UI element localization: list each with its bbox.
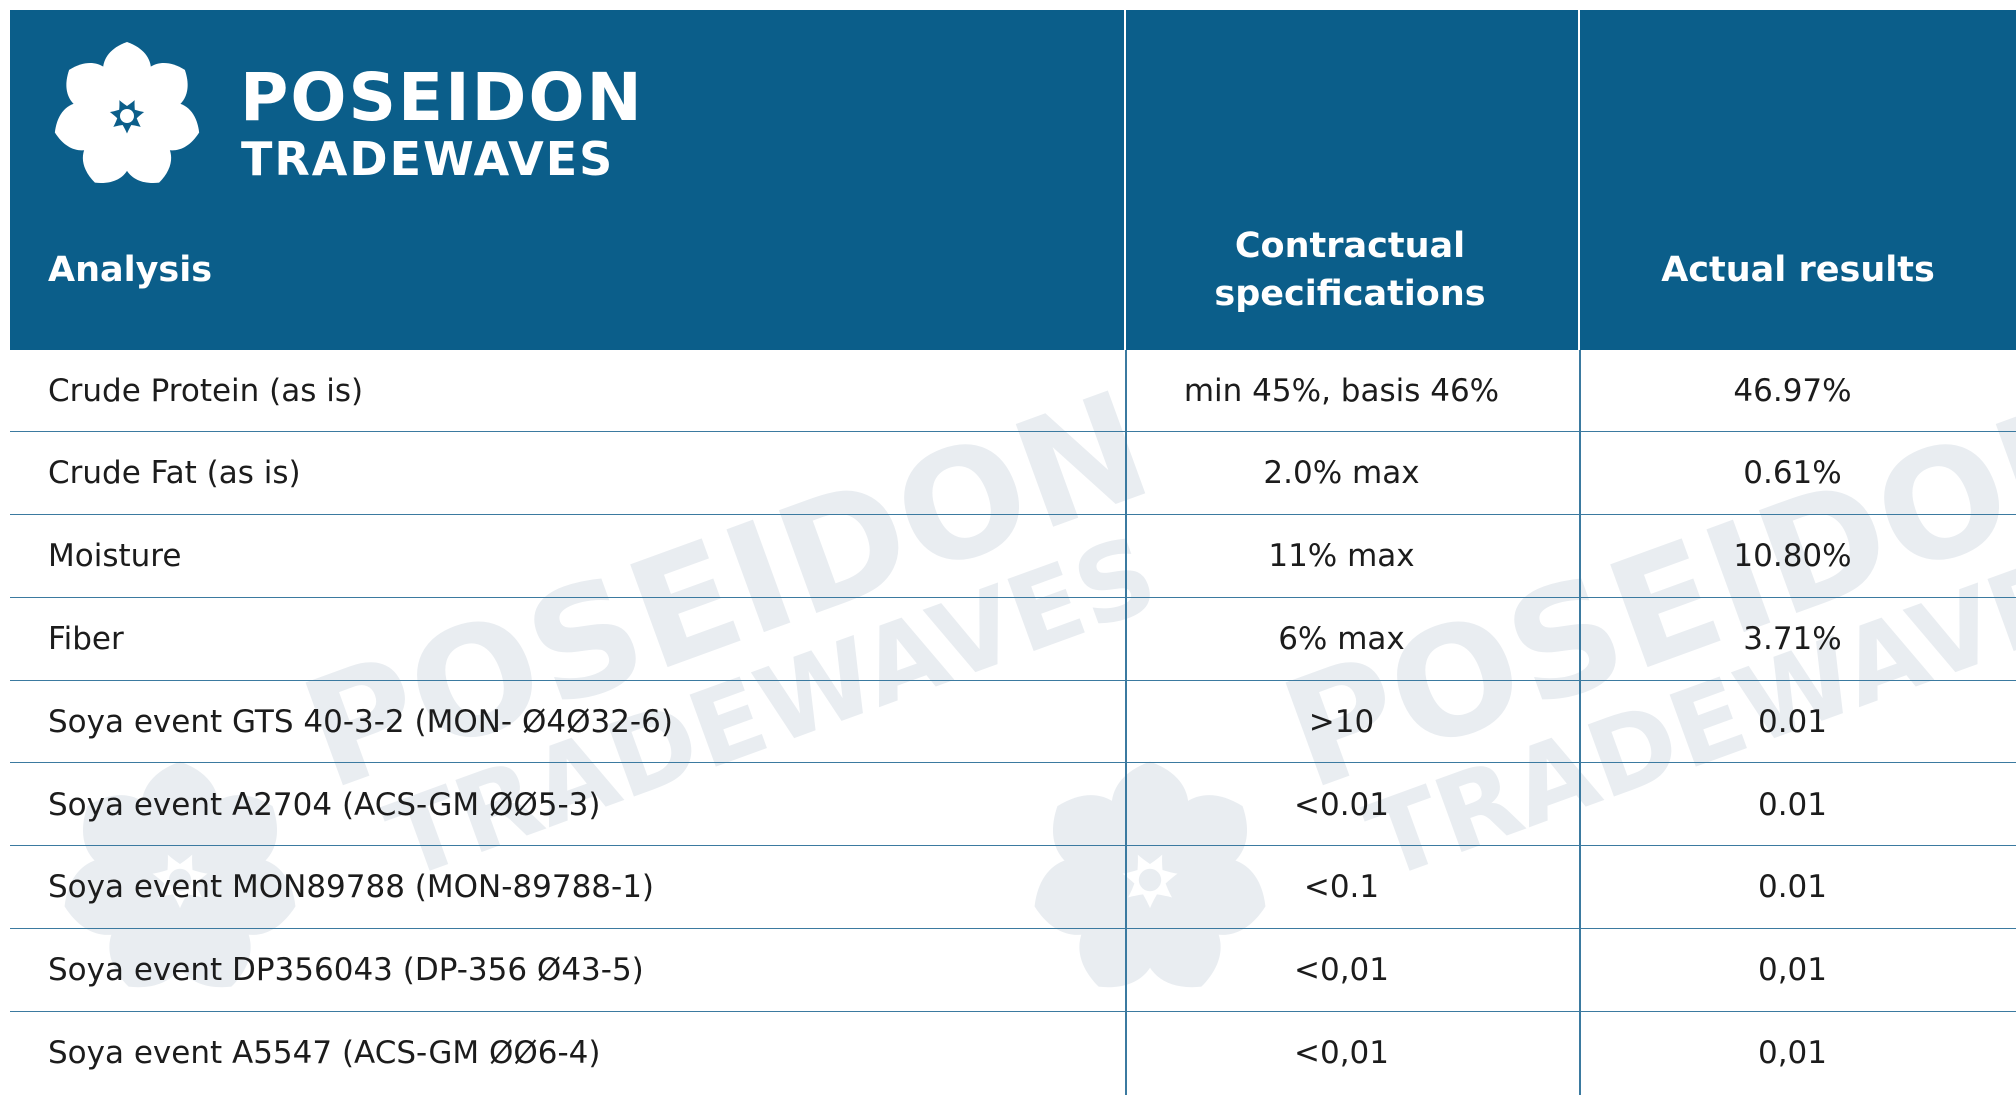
header: POSEIDON TRADEWAVES Analysis Contractual… — [10, 10, 2016, 350]
cell: 0.01 — [1757, 869, 1828, 906]
header-cell: Actual results — [1661, 250, 1935, 290]
cell: 0,01 — [1757, 952, 1828, 989]
petal — [1034, 857, 1135, 935]
logo-flower — [54, 42, 200, 183]
table-row: Crude Protein (as is) min 45%, basis 46% 4… — [10, 350, 2016, 433]
cell: 6% max — [1278, 620, 1405, 657]
petal — [134, 63, 188, 114]
cell: 46.97% — [1733, 372, 1852, 409]
petal — [54, 102, 118, 151]
table-row: Crude Fat (as is) 2.0% max 0.61% — [10, 433, 2016, 516]
watermark-flower — [64, 761, 296, 988]
cell: 11% max — [1268, 538, 1415, 575]
cell: Soya event A2704 (ACS-GM ØØ5-3) — [48, 786, 601, 823]
petal — [82, 795, 168, 876]
column-divider — [1125, 350, 1127, 1095]
table-row: Fiber 6% max 3.71% — [10, 598, 2016, 681]
cell: 0.61% — [1743, 455, 1842, 492]
cell: 10.80% — [1733, 538, 1852, 575]
petal — [122, 125, 172, 183]
cell: Soya event DP356043 (DP-356 Ø43-5) — [48, 952, 644, 989]
petal — [1052, 795, 1138, 876]
cell: <0.01 — [1294, 786, 1389, 823]
cell: <0,01 — [1294, 952, 1389, 989]
table-row: Soya event DP356043 (DP-356 Ø43-5) <0,01 0… — [10, 929, 2016, 1012]
logo: POSEIDON TRADEWAVES — [54, 42, 644, 186]
cell: Soya event A5547 (ACS-GM ØØ6-4) — [48, 1034, 601, 1071]
table-row: Soya event A5547 (ACS-GM ØØ6-4) <0,01 0,01 — [10, 1012, 2016, 1093]
flower-center — [168, 868, 192, 892]
header-cell: Analysis — [48, 250, 213, 290]
petal — [172, 894, 251, 988]
petal — [64, 857, 165, 935]
cell: <0.1 — [1303, 869, 1380, 906]
cell: 0.01 — [1757, 786, 1828, 823]
cell: 2.0% max — [1263, 455, 1420, 492]
cell: <0,01 — [1294, 1034, 1389, 1071]
cell: Soya event GTS 40-3-2 (MON- Ø4Ø32-6) — [48, 703, 673, 740]
flower-center — [1138, 868, 1162, 892]
petal — [1142, 894, 1221, 988]
table-row: Soya event A2704 (ACS-GM ØØ5-3) <0.01 0.01 — [10, 764, 2016, 847]
cell: >10 — [1308, 703, 1375, 740]
table-row: Moisture 11% max 10.80% — [10, 516, 2016, 598]
cell: Crude Fat (as is) — [48, 455, 301, 492]
flower-center — [120, 109, 134, 123]
petal — [1162, 795, 1248, 876]
cell: Fiber — [48, 620, 124, 657]
header-cell: Contractual specifications — [1214, 226, 1486, 314]
table-row: Soya event GTS 40-3-2 (MON- Ø4Ø32-6) >10 0… — [10, 681, 2016, 764]
cell: 3.71% — [1743, 620, 1842, 657]
cell: 0,01 — [1757, 1034, 1828, 1071]
column-divider — [1579, 350, 1581, 1095]
cell: Crude Protein (as is) — [48, 372, 364, 409]
header-divider — [1578, 10, 1580, 350]
cell: Soya event MON89788 (MON-89788-1) — [48, 869, 655, 906]
cell: Moisture — [48, 538, 182, 575]
table-row: Soya event MON89788 (MON-89788-1) <0.1 0.0… — [10, 847, 2016, 929]
logo-line1: POSEIDON — [240, 59, 644, 136]
logo-line2: TRADEWAVES — [241, 132, 614, 186]
petal — [66, 63, 120, 114]
petal — [192, 795, 278, 876]
cell: 0.01 — [1757, 703, 1828, 740]
watermark-flower — [1034, 761, 1266, 988]
cell: min 45%, basis 46% — [1183, 372, 1500, 409]
header-divider — [1124, 10, 1126, 350]
